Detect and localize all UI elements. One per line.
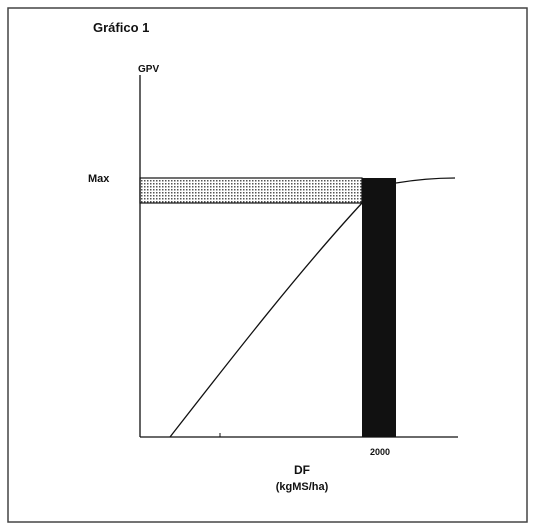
curve-plateau [395,177,456,184]
x-axis-label: DF [294,463,310,477]
max-label: Max [88,173,110,185]
frame [7,7,528,523]
curve [169,202,363,438]
y-axis-label: GPV [138,64,159,75]
x-tick-label: 2000 [370,447,390,457]
black-bar [362,178,396,437]
max-band [139,177,363,204]
x-axis-unit: (kgMS/ha) [276,481,329,493]
title: Gráfico 1 [93,20,149,35]
